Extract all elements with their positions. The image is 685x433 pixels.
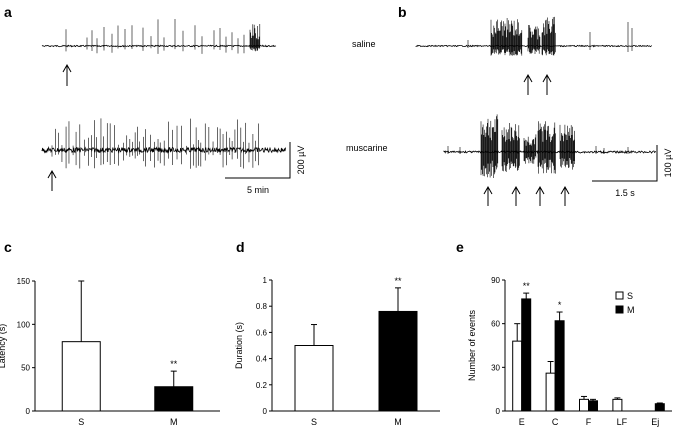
bar [61,341,101,412]
panel-letter-b: b [398,4,407,20]
significance-marker: ** [523,281,531,291]
significance-marker: ** [170,359,178,369]
bar [554,320,565,412]
y-tick-label: 50 [21,364,30,373]
bar [545,372,556,412]
panel-letter-e: e [456,239,464,255]
panel-letter-c: c [4,239,12,255]
y-tick-label: 1 [263,276,268,285]
y-tick-label: 100 [17,320,31,329]
category-label: S [78,417,84,427]
arrow-b-muscarine-4 [560,185,570,206]
bar [654,403,665,412]
y-axis-label: Number of events [467,309,477,381]
bar [154,386,194,412]
trace-b-saline [415,16,653,56]
trace-a-saline [41,18,277,54]
y-tick-label: 30 [491,363,500,372]
bar [294,345,334,412]
legend-swatch [615,291,624,300]
y-tick-label: 0 [263,407,268,416]
significance-marker: ** [394,276,402,286]
arrow-b-muscarine-3 [535,185,545,206]
y-tick-label: 0 [496,407,501,416]
legend-label: S [627,291,633,301]
category-label: M [170,417,178,427]
scale-label-b-time: 1.5 s [615,188,635,198]
panel-letter-a: a [4,4,12,20]
scale-bar-b [592,145,658,182]
y-tick-label: 0 [26,407,31,416]
significance-marker: * [558,300,562,310]
arrow-b-saline-2 [542,73,552,95]
panel-letter-d: d [236,239,245,255]
y-axis-label: Duration (s) [234,322,244,369]
arrow-b-saline-1 [523,73,533,95]
y-tick-label: 0.6 [256,328,268,337]
panel-a-traces: 200 µV 5 min [41,18,306,195]
y-tick-label: 150 [17,277,31,286]
bar [378,310,418,412]
scale-bar-a [225,142,291,179]
scale-label-b-voltage: 100 µV [663,149,673,178]
category-label: LF [617,417,628,427]
bar [588,400,598,412]
category-label: S [311,417,317,427]
arrow-a-saline [62,63,72,86]
scale-label-a-time: 5 min [247,185,269,195]
category-label: E [519,417,525,427]
arrow-a-muscarine [47,169,57,191]
y-tick-label: 0.2 [256,381,268,390]
y-tick-label: 0.4 [256,355,268,364]
arrow-b-muscarine-2 [511,185,521,206]
y-tick-label: 90 [491,276,500,285]
bar [612,398,623,412]
y-tick-label: 0.8 [256,302,268,311]
panel-b-traces: saline muscarine 100 µV 1.5 s [346,16,673,206]
trace-a-muscarine [41,118,286,169]
bar [521,298,532,412]
legend-swatch [615,305,624,314]
bar [512,340,523,412]
category-label: Ej [651,417,659,427]
y-axis-label: Latency (s) [0,324,7,369]
trace-label-saline: saline [352,39,376,49]
chart-duration: 0 0.2 0.4 0.6 0.8 1 Duration (s) S M ** [234,276,440,427]
scale-label-a-voltage: 200 µV [296,146,306,175]
category-label: M [394,417,402,427]
bar [579,398,589,412]
arrow-b-muscarine-1 [483,185,493,206]
category-label: F [586,417,592,427]
trace-label-muscarine: muscarine [346,143,388,153]
y-tick-label: 60 [491,320,500,329]
category-label: C [552,417,559,427]
trace-b-muscarine [443,114,657,178]
legend-label: M [627,305,635,315]
chart-latency: 0 50 100 150 Latency (s) S M ** [0,277,220,427]
chart-number-of-events: 0 30 60 90 Number of events E ** C * F LF Ej SM [467,276,672,427]
